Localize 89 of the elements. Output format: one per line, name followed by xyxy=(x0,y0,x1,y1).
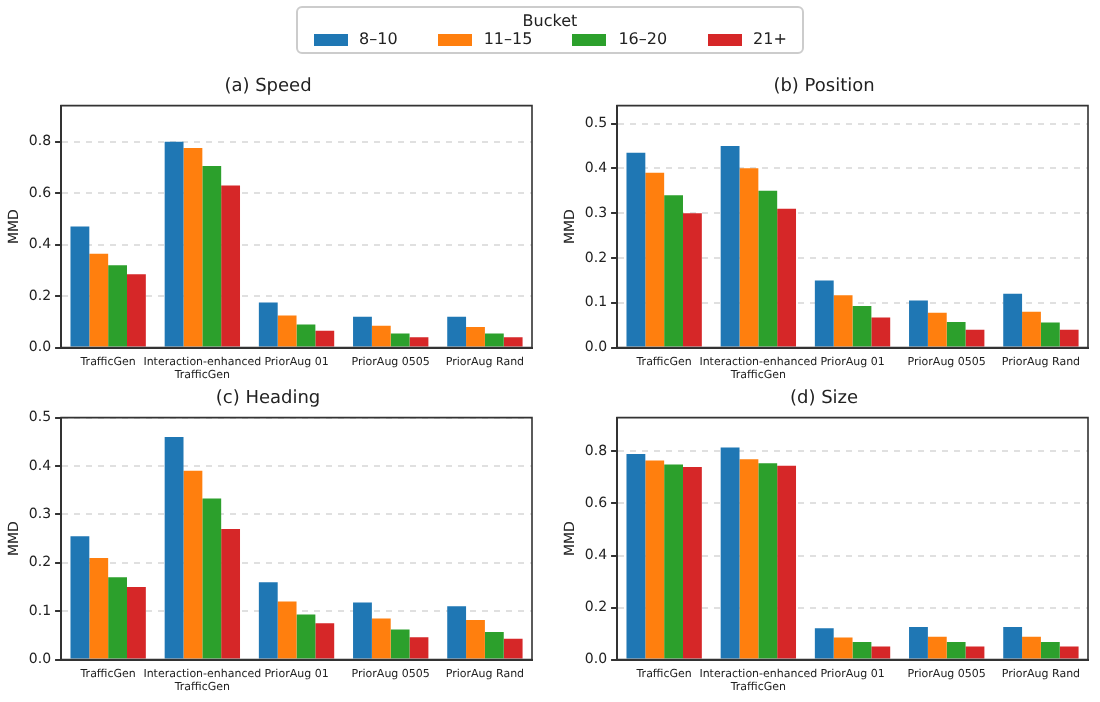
bar xyxy=(296,614,316,659)
bar xyxy=(946,322,966,347)
bar xyxy=(127,587,146,659)
bar xyxy=(70,226,90,347)
bar xyxy=(1022,311,1041,347)
bar xyxy=(739,459,759,659)
bar xyxy=(466,619,485,659)
bar xyxy=(484,632,504,659)
bar xyxy=(315,623,335,659)
bar xyxy=(371,618,391,659)
bar xyxy=(89,253,109,347)
bar xyxy=(409,337,429,347)
bar xyxy=(183,470,203,659)
chart-title: (a) Speed xyxy=(224,77,312,98)
bar xyxy=(927,636,947,659)
bar xyxy=(277,315,297,347)
bar xyxy=(390,629,410,659)
bar xyxy=(503,337,523,347)
legend-label: 11–15 xyxy=(483,30,533,48)
bar xyxy=(739,168,759,347)
bar xyxy=(409,637,429,659)
bar xyxy=(353,316,372,347)
bar xyxy=(221,185,241,347)
bar xyxy=(1059,329,1079,347)
bar xyxy=(909,300,928,347)
bar xyxy=(1022,636,1041,659)
bar xyxy=(852,641,872,659)
bar xyxy=(108,577,127,659)
bar xyxy=(814,280,834,347)
bar xyxy=(108,265,127,347)
bar xyxy=(645,172,665,347)
bar xyxy=(1040,641,1060,659)
bar xyxy=(664,464,683,659)
bar xyxy=(353,602,372,659)
bar xyxy=(503,638,523,659)
bar xyxy=(484,333,504,347)
bar xyxy=(645,460,665,659)
bar xyxy=(871,317,891,347)
bar xyxy=(70,536,90,659)
chart-title: (c) Heading xyxy=(215,389,321,410)
bar xyxy=(777,465,797,659)
bar xyxy=(758,190,778,347)
chart-title: (b) Position xyxy=(773,77,875,98)
bar xyxy=(390,333,410,347)
bar xyxy=(777,208,797,347)
bar xyxy=(127,274,146,347)
bar xyxy=(258,582,278,659)
bar xyxy=(447,316,467,347)
legend-label: 16–20 xyxy=(618,30,668,48)
bar xyxy=(466,327,485,347)
bar xyxy=(1003,293,1023,347)
bar xyxy=(946,641,966,659)
bar xyxy=(371,325,391,347)
bar xyxy=(202,166,222,347)
bar xyxy=(221,528,241,659)
bar xyxy=(89,557,109,659)
bar xyxy=(833,295,853,347)
bar xyxy=(1059,646,1079,659)
bar xyxy=(927,312,947,347)
bar xyxy=(277,601,297,659)
bar xyxy=(720,447,740,659)
bar xyxy=(683,213,702,347)
bar xyxy=(202,498,222,659)
bar xyxy=(683,467,702,659)
bar xyxy=(1040,322,1060,347)
bar xyxy=(315,330,335,347)
bar xyxy=(183,148,203,347)
bar xyxy=(1003,627,1023,659)
bar xyxy=(871,646,891,659)
bar xyxy=(833,637,853,659)
legend-title: Bucket xyxy=(520,12,580,30)
bar xyxy=(814,628,834,659)
bar xyxy=(626,454,646,659)
bar xyxy=(720,145,740,347)
bar xyxy=(664,195,683,347)
bar xyxy=(965,329,985,347)
legend-label: 8–10 xyxy=(359,30,398,48)
bar xyxy=(164,141,184,347)
bar xyxy=(758,463,778,659)
bar xyxy=(909,627,928,659)
bar xyxy=(852,305,872,347)
bar xyxy=(447,606,467,659)
bar xyxy=(258,302,278,347)
bar xyxy=(626,152,646,347)
bar xyxy=(965,646,985,659)
bar xyxy=(296,324,316,347)
bar xyxy=(164,436,184,659)
chart-title: (d) Size xyxy=(789,389,859,410)
legend-label: 21+ xyxy=(753,30,787,48)
